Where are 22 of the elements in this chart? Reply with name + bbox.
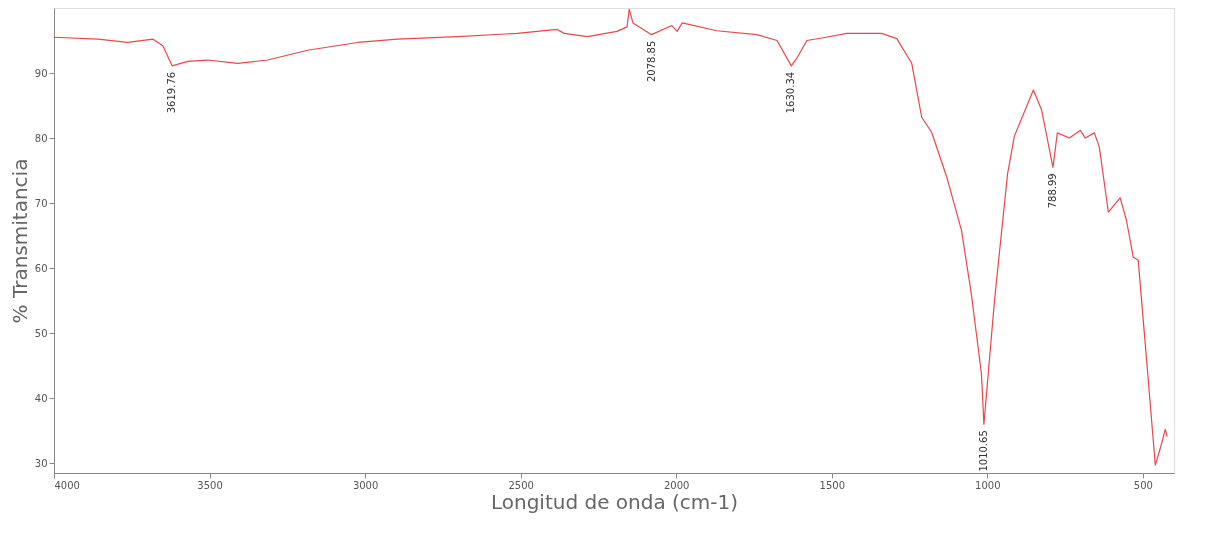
y-tick-label: 30 [34,457,48,469]
annotation: 1630.34 [785,71,797,114]
x-tick-label: 2000 [664,479,690,491]
x-tick-label: 2500 [508,479,534,491]
annotation: 2078.85 [645,40,657,83]
x-tick-label: 1000 [975,479,1001,491]
x-tick-label: 3000 [352,479,379,491]
y-tick-label: 50 [34,327,48,339]
x-tick-label: 1500 [819,479,845,491]
x-axis-title: Longitud de onda (cm-1) [490,489,739,514]
x-tick-label: 500 [1133,479,1153,491]
y-tick-label: 60 [34,262,48,274]
annotation: 788.99 [1046,173,1058,209]
y-tick-label: 80 [34,132,48,144]
x-tick-label: 4000 [54,479,80,491]
annotation: 3619.76 [166,71,178,114]
y-tick-label: 40 [34,392,48,404]
annotation: 1010.65 [977,430,989,472]
y-tick-label: 70 [34,197,48,209]
y-tick-label: 90 [34,67,48,79]
y-axis-title: % Transmitancia [7,158,32,324]
x-tick-label: 3500 [197,479,223,491]
